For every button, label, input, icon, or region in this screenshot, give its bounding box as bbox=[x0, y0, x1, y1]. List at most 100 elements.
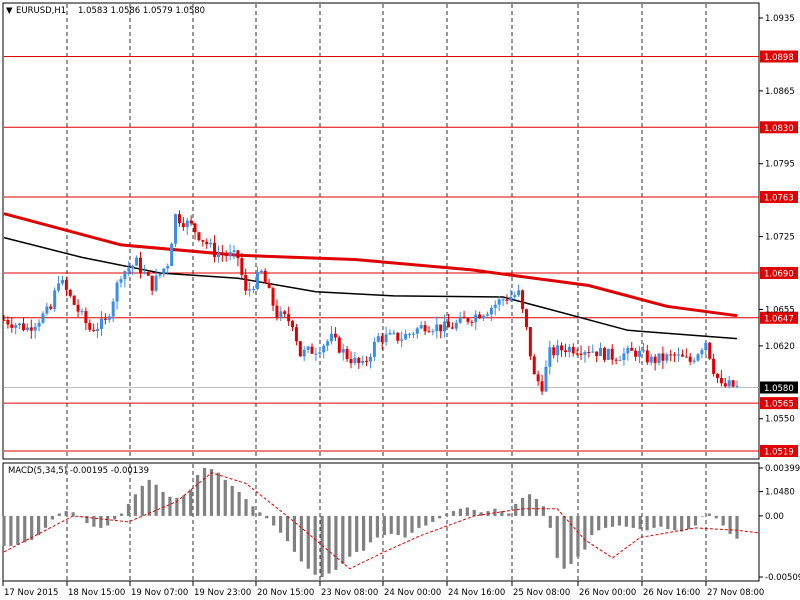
macd-bar bbox=[85, 515, 89, 524]
candle-body bbox=[634, 350, 638, 357]
candle-body bbox=[220, 253, 224, 255]
time-tick-label: 24 Nov 16:00 bbox=[448, 588, 505, 598]
macd-bar bbox=[389, 515, 393, 534]
candle-body bbox=[205, 241, 209, 245]
candle-body bbox=[704, 342, 708, 351]
current-price-label: 1.0580 bbox=[764, 384, 794, 394]
macd-bar bbox=[285, 515, 290, 542]
level-label: 1.0519 bbox=[764, 448, 794, 458]
candle-body bbox=[236, 250, 240, 259]
candle-body bbox=[357, 357, 361, 364]
candle-body bbox=[497, 299, 501, 305]
candle-body bbox=[431, 331, 435, 333]
ma-black bbox=[3, 236, 738, 340]
candle-body bbox=[735, 385, 739, 387]
candle-body bbox=[466, 318, 470, 322]
macd-bar bbox=[521, 497, 525, 516]
macd-bar bbox=[659, 515, 663, 527]
macd-bar bbox=[244, 499, 248, 516]
macd-histogram: 0.00399 0.00 -0.00509 bbox=[2, 464, 800, 583]
level-label-bg bbox=[760, 50, 798, 63]
candle-body bbox=[411, 333, 415, 335]
candle-body bbox=[563, 350, 567, 353]
level-label-bg bbox=[760, 445, 798, 457]
candle-body bbox=[72, 295, 76, 305]
candle-body bbox=[641, 350, 645, 352]
macd-bar bbox=[258, 512, 262, 516]
candle-body bbox=[279, 311, 283, 318]
candle-body bbox=[25, 327, 29, 331]
candle-body bbox=[131, 265, 135, 269]
candle-body bbox=[92, 329, 96, 331]
macd-bar bbox=[666, 515, 670, 530]
candle-body bbox=[306, 346, 310, 350]
candle-body bbox=[575, 353, 579, 355]
candle-body bbox=[14, 325, 18, 328]
candle-body bbox=[478, 314, 482, 319]
macd-bar bbox=[638, 515, 642, 530]
time-tick-label: 27 Nov 08:00 bbox=[707, 588, 764, 598]
candle-body bbox=[275, 305, 279, 318]
macd-bar bbox=[417, 515, 421, 528]
chart-header-symbol: EURUSD,H1 bbox=[16, 6, 66, 16]
candle-body bbox=[583, 351, 587, 355]
time-tick-label: 26 Nov 16:00 bbox=[643, 588, 700, 598]
macd-bar bbox=[272, 515, 276, 526]
candle-body bbox=[501, 299, 505, 301]
candle-body bbox=[540, 381, 544, 392]
time-tick-label: 19 Nov 07:00 bbox=[131, 588, 188, 598]
candle-body bbox=[103, 318, 107, 320]
macd-bar bbox=[113, 515, 117, 520]
level-label-bg bbox=[760, 397, 798, 410]
candle-body bbox=[556, 345, 560, 356]
candle-body bbox=[259, 270, 263, 273]
candle-body bbox=[552, 347, 556, 356]
candle-body bbox=[372, 341, 376, 357]
candle-body bbox=[197, 232, 201, 241]
macd-bar bbox=[555, 515, 559, 558]
macd-bar bbox=[479, 512, 483, 516]
candle-body bbox=[450, 327, 454, 329]
candle-body bbox=[649, 356, 653, 363]
macd-bar bbox=[707, 513, 711, 516]
macd-bar bbox=[583, 515, 587, 550]
time-tick-label: 25 Nov 08:00 bbox=[513, 588, 570, 598]
macd-bar bbox=[604, 515, 608, 528]
macd-bar bbox=[396, 515, 400, 536]
candle-body bbox=[396, 332, 400, 341]
macd-bar bbox=[424, 515, 428, 526]
candle-body bbox=[712, 358, 716, 374]
candle-body bbox=[49, 306, 53, 309]
candle-body bbox=[283, 311, 287, 315]
macd-bar bbox=[341, 515, 345, 564]
macd-bar bbox=[576, 515, 580, 557]
macd-bar bbox=[265, 515, 269, 519]
candle-body bbox=[41, 313, 45, 323]
candle-body bbox=[462, 316, 466, 319]
candle-body bbox=[244, 274, 248, 291]
macd-bar bbox=[590, 515, 594, 536]
candle-body bbox=[645, 350, 649, 363]
candle-body bbox=[2, 319, 6, 321]
level-label-bg bbox=[760, 191, 798, 204]
candle-body bbox=[731, 380, 735, 387]
moving-averages bbox=[3, 212, 738, 340]
candle-body bbox=[407, 333, 411, 335]
macd-bar bbox=[534, 499, 539, 516]
candle-body bbox=[415, 328, 419, 334]
candle-body bbox=[68, 289, 72, 296]
candle-body bbox=[392, 332, 396, 334]
candle-body bbox=[53, 290, 57, 309]
candle-body bbox=[287, 314, 291, 322]
time-tick-label: 24 Nov 00:00 bbox=[384, 588, 441, 598]
macd-bar bbox=[569, 515, 573, 564]
macd-bar bbox=[196, 475, 200, 516]
candle-body bbox=[602, 348, 606, 360]
macd-bar bbox=[78, 515, 82, 517]
candle-body bbox=[33, 326, 37, 331]
candle-body bbox=[232, 250, 236, 253]
candle-body bbox=[177, 214, 181, 224]
macd-bar bbox=[251, 506, 255, 516]
macd-bar bbox=[334, 515, 338, 570]
time-tick-label: 26 Nov 00:00 bbox=[579, 588, 636, 598]
